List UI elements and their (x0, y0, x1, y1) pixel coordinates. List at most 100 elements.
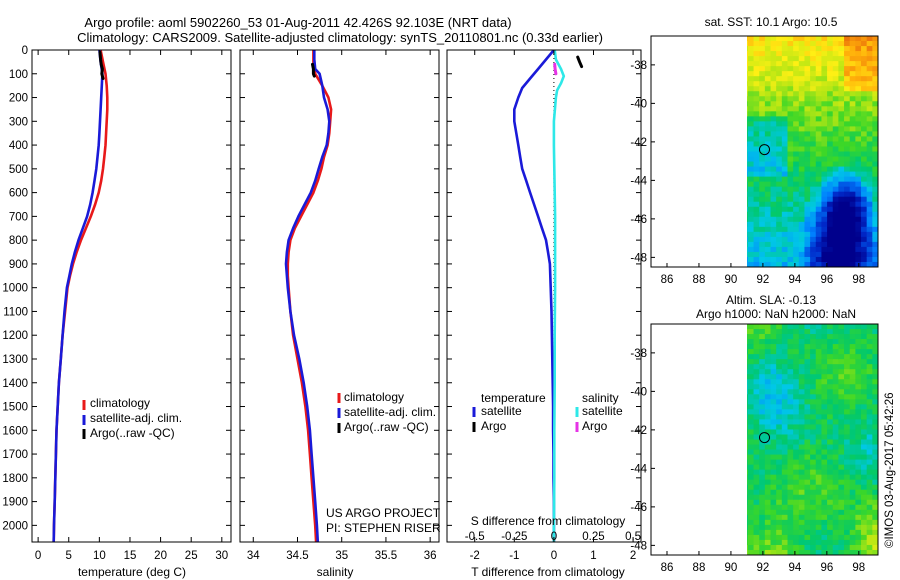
map-cell (872, 46, 878, 52)
map-cell (821, 534, 828, 541)
map-cell (737, 202, 743, 208)
map-cell (793, 389, 800, 395)
map-cell (747, 524, 749, 531)
map-cell (747, 334, 755, 340)
map-cell (747, 221, 749, 228)
map-cell (872, 329, 878, 335)
map-cell (731, 384, 737, 390)
legend-argo-label: Argo(..raw -QC) (344, 420, 429, 434)
map-cell (855, 484, 862, 491)
map-cell (793, 409, 800, 415)
map-cell (731, 485, 737, 491)
map-cell (849, 394, 856, 400)
map-cell (821, 56, 828, 62)
map-cell (764, 379, 772, 385)
map-cell (747, 166, 755, 173)
map-cell (764, 469, 772, 476)
map-cell (855, 394, 862, 400)
map-cell (781, 256, 789, 263)
map-cell (844, 81, 851, 87)
map-cell (827, 519, 834, 526)
map-cell (747, 414, 755, 421)
map-cell (747, 61, 749, 67)
map-cell (798, 449, 806, 456)
map-cell (832, 429, 840, 436)
map-cell (861, 459, 868, 466)
map-cell (849, 171, 856, 178)
map-cell (832, 51, 840, 57)
map-cell (804, 329, 811, 335)
map-cell (753, 56, 760, 62)
map-cell (844, 61, 851, 67)
map-cell (776, 334, 783, 340)
map-cell (827, 489, 834, 496)
map-cell (844, 514, 851, 521)
map-cell (827, 211, 834, 218)
map-cell (855, 434, 862, 441)
map-cell (753, 131, 760, 138)
series-satellite-adj-clim (284, 50, 331, 542)
legend-climatology-label: climatology (90, 396, 150, 410)
map-cell (731, 162, 737, 168)
map-cell (787, 419, 794, 426)
map-cell (821, 504, 828, 511)
map-cell (798, 374, 806, 380)
map-cell (832, 414, 840, 421)
map-cell (804, 196, 811, 203)
map-cell (737, 525, 743, 531)
map-cell (747, 121, 749, 127)
map-cell (764, 324, 772, 330)
map-cell (753, 439, 760, 446)
map-cell (827, 166, 834, 173)
map-cell (861, 324, 868, 330)
map-cell (787, 409, 794, 415)
map-cell (821, 241, 828, 248)
map-cell (861, 469, 868, 476)
map-cell (737, 354, 743, 360)
map-cell (844, 221, 851, 228)
map-cell (747, 439, 755, 446)
map-cell (844, 464, 851, 471)
map-lon-tick-label: 96 (820, 562, 833, 574)
map-cell (764, 96, 772, 102)
map-cell (872, 409, 878, 415)
map-cell (764, 384, 772, 390)
map-cell (849, 509, 856, 516)
map-cell (776, 534, 783, 541)
map-cell (810, 519, 817, 526)
map-cell (844, 66, 851, 72)
map-cell (737, 242, 743, 248)
map-cell (849, 409, 856, 415)
map-cell (804, 216, 811, 223)
map-cell (798, 136, 806, 143)
map-cell (793, 449, 800, 456)
map-cell (866, 464, 873, 471)
map-cell (787, 251, 794, 258)
map-cell (838, 429, 845, 436)
map-cell (776, 499, 783, 506)
map-cell (832, 46, 840, 52)
map-cell (804, 251, 811, 258)
map-cell (849, 51, 856, 57)
map-cell (770, 56, 777, 62)
map-cell (849, 504, 856, 511)
map-cell (747, 494, 755, 501)
map-cell (731, 465, 737, 471)
map-cell (827, 56, 834, 62)
map-cell (776, 429, 783, 436)
map-cell (855, 509, 862, 516)
map-cell (832, 334, 840, 340)
map-cell (776, 91, 783, 97)
map-cell (827, 221, 834, 228)
map-cell (827, 464, 834, 471)
map-cell (764, 251, 772, 258)
map-cell (787, 349, 794, 355)
map-cell (787, 181, 794, 188)
map-cell (798, 444, 806, 451)
map-cell (781, 414, 789, 421)
map-cell (747, 399, 749, 405)
map-cell (861, 479, 868, 486)
map-cell (753, 349, 760, 355)
map-cell (747, 211, 755, 218)
map-cell (838, 324, 845, 330)
